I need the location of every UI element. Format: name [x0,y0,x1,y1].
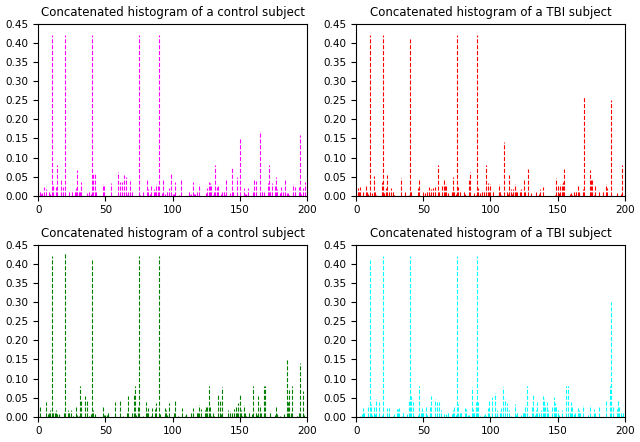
Title: Concatenated histogram of a control subject: Concatenated histogram of a control subj… [40,6,305,19]
Title: Concatenated histogram of a TBI subject: Concatenated histogram of a TBI subject [370,6,611,19]
Title: Concatenated histogram of a control subject: Concatenated histogram of a control subj… [40,227,305,240]
Title: Concatenated histogram of a TBI subject: Concatenated histogram of a TBI subject [370,227,611,240]
